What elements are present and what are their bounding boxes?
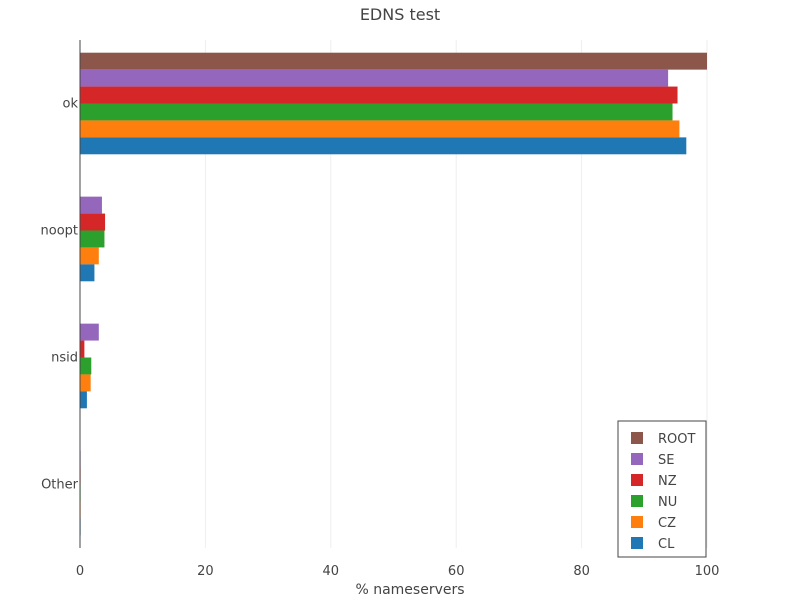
legend-label-root[interactable]: ROOT xyxy=(658,432,695,447)
bar-se-ok[interactable] xyxy=(80,69,669,87)
x-tick-label: 40 xyxy=(323,564,340,579)
x-tick-label: 0 xyxy=(76,564,84,579)
bar-nu-noopt[interactable] xyxy=(80,230,105,248)
legend-swatch-se[interactable] xyxy=(631,453,643,465)
bar-cz-nsid[interactable] xyxy=(80,374,91,392)
legend-label-se[interactable]: SE xyxy=(658,453,674,468)
legend-swatch-cz[interactable] xyxy=(631,516,643,528)
y-tick-label: nsid xyxy=(51,351,78,366)
legend-swatch-nu[interactable] xyxy=(631,495,643,507)
y-tick-label: ok xyxy=(63,97,79,112)
bar-nz-ok[interactable] xyxy=(80,86,678,104)
legend-swatch-root[interactable] xyxy=(631,432,643,444)
legend-label-cl[interactable]: CL xyxy=(658,537,675,552)
legend-swatch-cl[interactable] xyxy=(631,537,643,549)
x-tick-label: 20 xyxy=(197,564,214,579)
x-tick-label: 60 xyxy=(448,564,465,579)
bar-nu-nsid[interactable] xyxy=(80,357,92,375)
y-tick-label: noopt xyxy=(41,224,79,239)
legend-label-cz[interactable]: CZ xyxy=(658,516,676,531)
y-tick-label: Other xyxy=(41,478,79,493)
bars xyxy=(80,52,707,536)
bar-nu-ok[interactable] xyxy=(80,103,673,121)
bar-se-nsid[interactable] xyxy=(80,323,99,341)
bar-root-ok[interactable] xyxy=(80,52,707,70)
bar-cl-ok[interactable] xyxy=(80,137,687,155)
legend-label-nz[interactable]: NZ xyxy=(658,474,677,489)
legend[interactable]: ROOT SE NZ NU CZ CL xyxy=(617,420,707,558)
bar-cl-nsid[interactable] xyxy=(80,391,87,409)
bar-nz-nsid[interactable] xyxy=(80,340,85,358)
bar-nz-noopt[interactable] xyxy=(80,213,106,231)
legend-label-nu[interactable]: NU xyxy=(658,495,677,510)
x-axis-label: % nameservers xyxy=(355,582,464,598)
bar-se-noopt[interactable] xyxy=(80,196,102,214)
bar-cz-ok[interactable] xyxy=(80,120,680,138)
bar-cz-noopt[interactable] xyxy=(80,247,99,265)
x-tick-label: 80 xyxy=(573,564,590,579)
chart-title: EDNS test xyxy=(360,5,440,24)
axes: 0 20 40 60 80 100 ok noopt nsid Other xyxy=(41,40,720,579)
bar-cl-noopt[interactable] xyxy=(80,264,95,282)
x-tick-label: 100 xyxy=(695,564,720,579)
legend-swatch-nz[interactable] xyxy=(631,474,643,486)
